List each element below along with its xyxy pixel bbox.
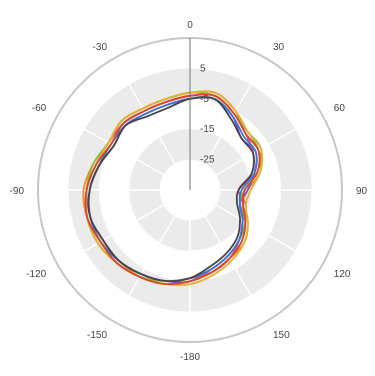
angular-tick-label: -120 [26,269,46,280]
angular-tick-label: -150 [87,330,107,341]
series-layer [82,90,264,287]
angular-tick-label: 150 [273,330,290,341]
series-line-8 [84,93,261,286]
radial-tick-labels: -25 -15 -5 5 [200,63,215,165]
angular-tick-label: -180 [180,352,200,363]
angular-tick-label: 30 [273,42,285,53]
angular-gridline [57,113,191,191]
angular-tick-label: 90 [356,186,368,197]
angular-tick-label: 60 [334,103,346,114]
angular-tick-label: 0 [187,20,193,31]
radial-tick-label: -25 [200,155,215,166]
series-line-7 [84,90,264,287]
series-line-9 [87,96,256,283]
angular-tick-label: 120 [334,269,351,280]
angular-tick-label: -60 [32,103,47,114]
angular-gridline [189,57,267,191]
radial-tick-label: -5 [200,94,209,105]
angular-gridline [57,189,191,267]
angular-gridline [113,57,191,191]
angular-tick-label: -30 [93,42,108,53]
radial-tick-label: 5 [200,63,206,74]
radial-tick-label: -15 [200,124,215,135]
angular-gridline [113,189,191,323]
angular-gridline [189,189,323,267]
angular-tick-labels: 0 30 60 90 120 150 -180 -150 -120 -90 -60 -30 [10,20,368,363]
angular-tick-label: -90 [10,186,25,197]
